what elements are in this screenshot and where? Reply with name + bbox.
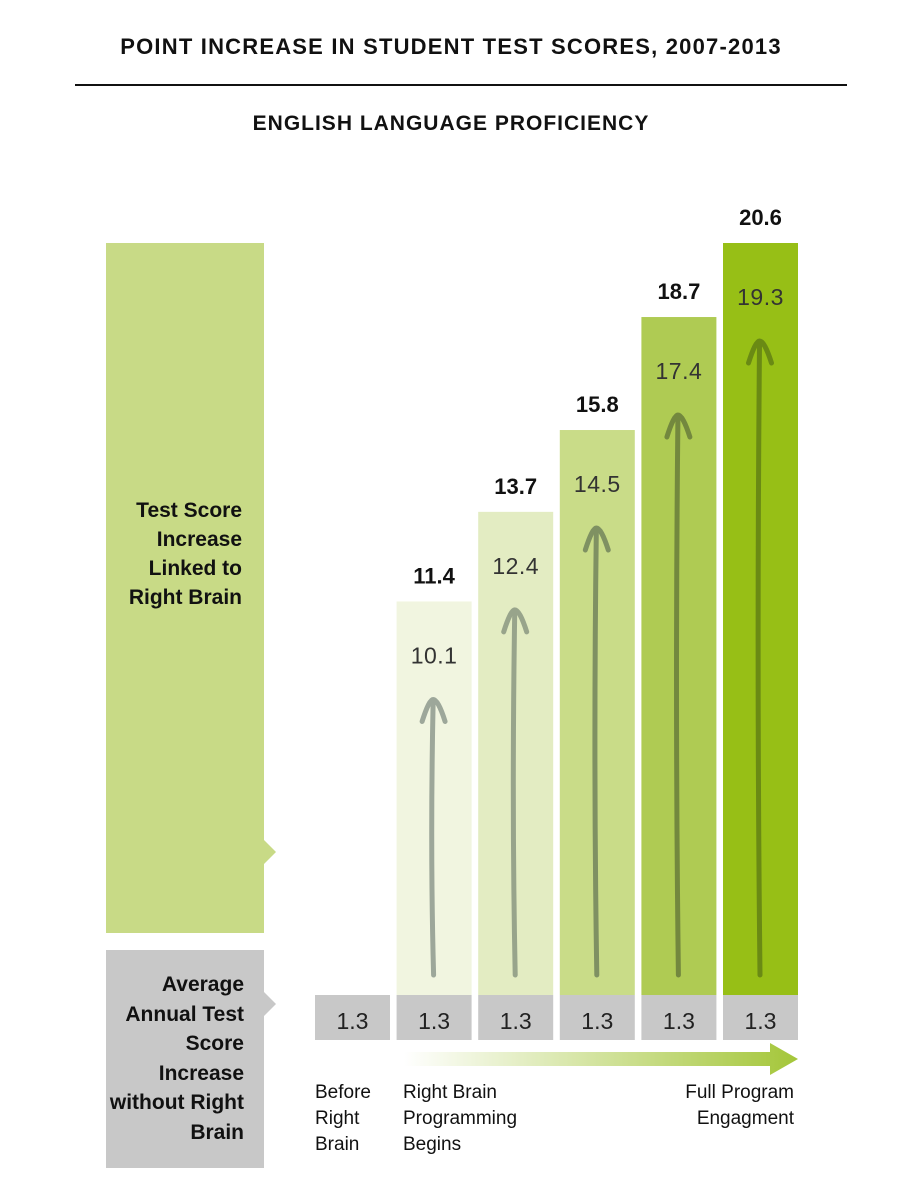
legend-linked-pointer: [264, 840, 276, 864]
legend-without-pointer: [264, 992, 276, 1016]
increase-arrow-head-5: [746, 338, 774, 366]
increase-arrow-shaft-4: [674, 416, 681, 978]
base-value-label-1: 1.3: [418, 1008, 450, 1034]
base-bar-0: [315, 995, 390, 1040]
progress-arrow: [404, 1043, 798, 1075]
legend-linked-box: [106, 243, 264, 933]
legend-without-box: [106, 950, 264, 1168]
base-value-label-5: 1.3: [745, 1008, 777, 1034]
total-value-label-1: 11.4: [413, 563, 455, 588]
base-value-label-4: 1.3: [663, 1008, 695, 1034]
linked-value-label-4: 17.4: [656, 358, 703, 384]
base-value-label-0: 1.3: [337, 1008, 369, 1034]
base-bar-3: [559, 995, 635, 1040]
increase-arrow-shaft-2: [510, 611, 518, 978]
linked-value-label-5: 19.3: [737, 284, 784, 310]
increase-arrow-head-2: [501, 607, 530, 635]
increase-arrow-shaft-5: [755, 342, 763, 978]
base-bar-1: [396, 995, 472, 1040]
total-value-label-2: 13.7: [494, 474, 537, 499]
linked-value-label-3: 14.5: [574, 471, 621, 497]
label-full: Full Program Engagment: [685, 1082, 794, 1129]
total-value-label-4: 18.7: [657, 279, 700, 304]
legend-linked-label: Test Score Increase Linked to Right Brai…: [128, 499, 242, 609]
base-value-label-2: 1.3: [500, 1008, 532, 1034]
chart-subtitle: ENGLISH LANGUAGE PROFICIENCY: [252, 112, 650, 135]
total-value-label-3: 15.8: [576, 392, 619, 417]
base-bar-4: [641, 995, 717, 1040]
base-bar-2: [478, 995, 554, 1040]
chart-title: POINT INCREASE IN STUDENT TEST SCORES, 2…: [120, 34, 782, 59]
increase-arrow-head-3: [582, 525, 611, 553]
title-divider: [75, 84, 847, 86]
label-before: Before Right Brain: [315, 1082, 371, 1155]
base-value-label-3: 1.3: [581, 1008, 613, 1034]
label-begins: Right Brain Programming Begins: [403, 1082, 518, 1155]
increase-arrow-shaft-1: [429, 700, 437, 978]
increase-arrow-head-4: [664, 412, 693, 440]
increase-arrow-shaft-3: [592, 529, 600, 978]
legend-without-label: Average Annual Test Score Increase witho…: [109, 973, 244, 1144]
linked-value-label-2: 12.4: [492, 553, 539, 579]
linked-value-label-1: 10.1: [411, 642, 458, 668]
increase-arrow-head-1: [419, 696, 448, 724]
total-value-label-5: 20.6: [739, 205, 782, 230]
base-bar-5: [723, 995, 798, 1040]
